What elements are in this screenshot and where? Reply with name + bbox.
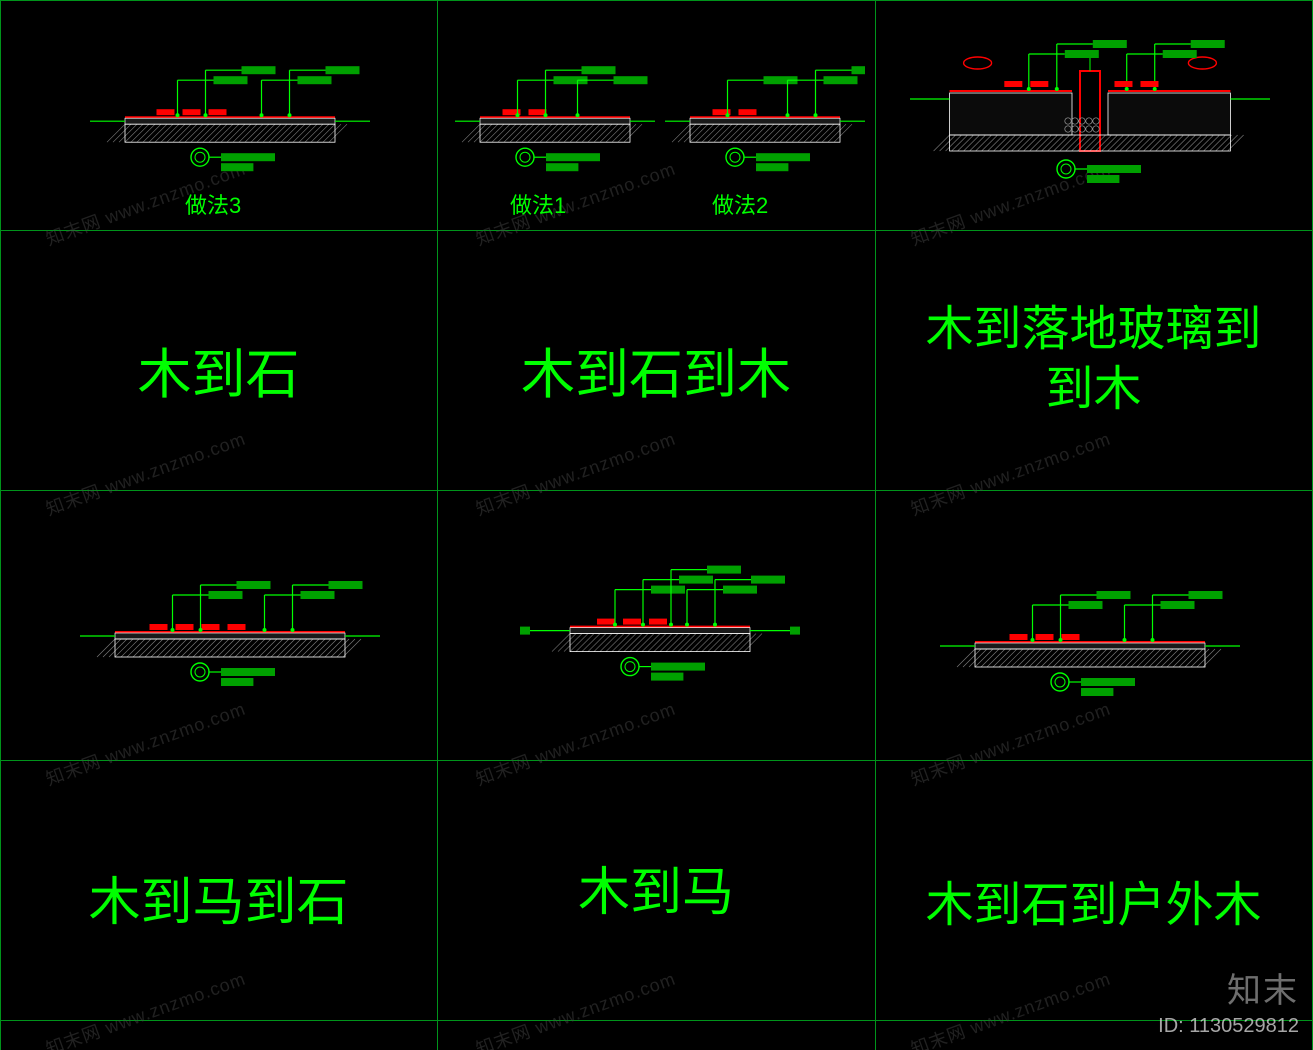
- title-r3c1: 木到马: [437, 850, 875, 925]
- cad-canvas: 知末网 www.znzmo.com 知末网 www.znzmo.com 知末网 ww…: [0, 0, 1313, 1050]
- watermark: 知末网 www.znzmo.com: [907, 425, 1114, 522]
- title-r1c2: 木到落地玻璃到 到木: [875, 300, 1312, 420]
- detail-r2c1: [520, 545, 800, 715]
- title-r3c2: 木到石到户外木: [875, 865, 1312, 935]
- watermark: 知末网 www.znzmo.com: [907, 965, 1114, 1050]
- detail-r2c2: [940, 570, 1240, 720]
- grid-h-4: [0, 1020, 1313, 1021]
- title-r1c1: 木到石到木: [437, 330, 875, 409]
- watermark: 知末网 www.znzmo.com: [42, 965, 249, 1050]
- detail-r0c2: [910, 40, 1270, 210]
- detail-r0c1-left: [455, 50, 655, 190]
- title-r3c0: 木到马到石: [0, 860, 437, 935]
- detail-r0c1-right: [665, 50, 865, 190]
- footer-logo: 知末: [1227, 963, 1299, 1012]
- title-r1c0: 木到石: [0, 330, 437, 409]
- grid-h-3: [0, 760, 1313, 761]
- detail-r0c0: [90, 50, 370, 190]
- detail-r2c0: [80, 560, 380, 710]
- watermark: 知末网 www.znzmo.com: [472, 965, 679, 1050]
- watermark: 知末网 www.znzmo.com: [42, 425, 249, 522]
- sublabel-r0c1-right: 做法2: [712, 188, 768, 220]
- grid-h-0: [0, 0, 1313, 1]
- sublabel-r0c1-left: 做法1: [510, 188, 566, 220]
- watermark: 知末网 www.znzmo.com: [472, 425, 679, 522]
- footer-id: ID: 1130529812: [1158, 1015, 1299, 1038]
- sublabel-r0c0: 做法3: [185, 188, 241, 220]
- grid-h-2: [0, 490, 1313, 491]
- grid-h-1: [0, 230, 1313, 231]
